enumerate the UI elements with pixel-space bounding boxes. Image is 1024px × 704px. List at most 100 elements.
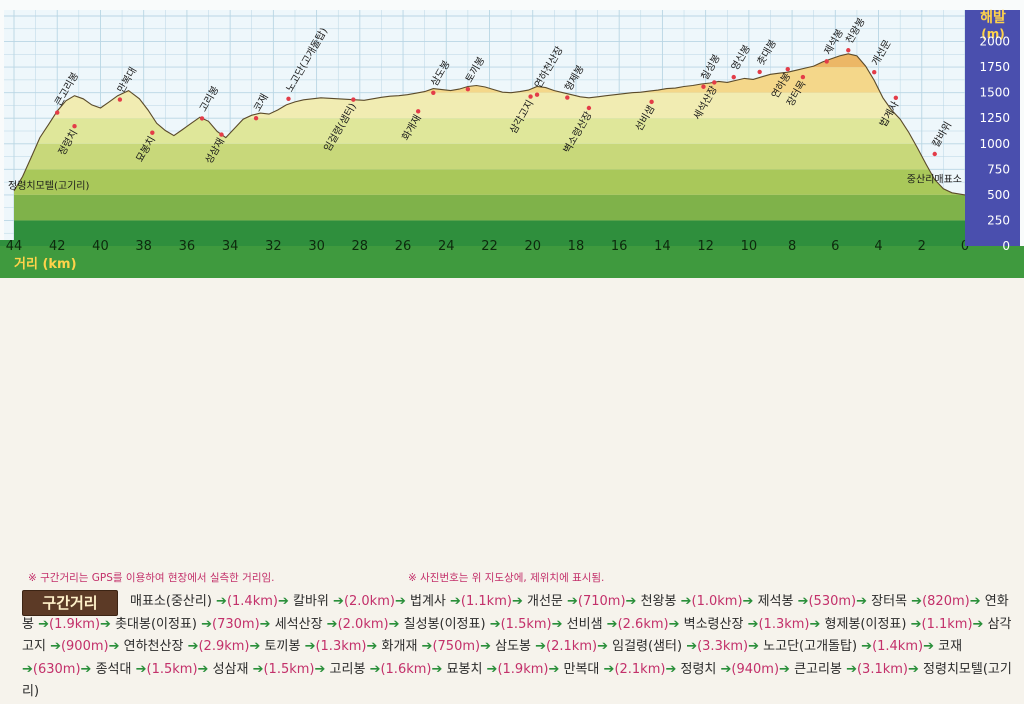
arrow-icon: ➔ [846,661,857,677]
arrow-icon: ➔ [548,661,560,677]
x-tick-label: 16 [611,239,628,254]
arrow-icon: ➔ [252,661,264,677]
arrow-icon: ➔ [680,594,692,609]
arrow-icon: ➔ [665,661,677,677]
waypoint-dot [117,97,123,102]
arrow-icon: ➔ [969,594,981,609]
segment-distance: (1.5km) [263,661,315,677]
arrow-icon: ➔ [277,594,289,609]
arrow-icon: ➔ [551,616,563,632]
waypoint-dot [872,70,877,75]
segment-distance: (710m) [577,594,626,609]
arrow-icon: ➔ [972,616,984,632]
arrow-icon: ➔ [747,616,759,632]
arrow-icon: ➔ [197,661,209,677]
segment-distance: (530m) [808,594,857,609]
x-tick-label: 44 [6,239,23,254]
waypoint-dot [932,151,937,157]
gps-note: ※ 구간거리는 GPS를 이용하여 현장에서 실측한 거리임. [28,572,275,584]
arrow-icon: ➔ [22,661,33,677]
segment-distance: (900m) [60,639,109,655]
x-tick-label: 12 [697,239,714,254]
elevation-band [14,194,965,221]
arrow-icon: ➔ [480,639,491,655]
y-tick-label: 1000 [979,137,1010,151]
arrow-icon: ➔ [450,594,461,609]
route-place: 벽소령산장 [683,616,748,632]
arrow-icon: ➔ [314,661,326,677]
x-tick-label: 28 [352,239,369,254]
route-segment-list: 매표소(중산리) ➔(1.4km)➔ 칼바위 ➔(2.0km)➔ 법계사 ➔(1… [22,591,1012,704]
route-place: 칠성봉(이정표) [403,616,490,632]
x-tick-label: 14 [654,239,671,254]
x-tick-label: 38 [135,239,152,254]
arrow-icon: ➔ [333,594,344,609]
arrow-icon: ➔ [668,616,680,632]
route-place: 세석산장 [274,616,327,632]
arrow-icon: ➔ [567,594,578,609]
arrow-icon: ➔ [486,661,498,677]
route-place: 장터목 [871,594,912,609]
segment-distance: (820m) [922,594,970,609]
waypoint-dot [846,48,851,53]
segment-distance: (940m) [731,661,780,677]
arrow-icon: ➔ [625,594,637,609]
x-axis-band [0,240,965,246]
route-place: 종석대 [95,661,136,677]
waypoint-dot [286,96,291,102]
waypoint-dot [565,95,570,100]
segment-distance: (1.1km) [921,616,973,632]
segment-distance: (2.1km) [614,661,666,677]
y-tick-label: 1250 [979,111,1010,125]
arrow-icon: ➔ [50,639,61,655]
y-tick-label: 0 [1002,239,1010,253]
y-axis: 해발(m) 0 250 500 750 1000 1250 1500 1750 2000 [965,9,1020,253]
x-tick-label: 8 [788,239,796,254]
segment-distance: (2.0km) [343,594,395,609]
arrow-icon: ➔ [326,616,338,632]
route-place: 연하천산장 [123,639,188,655]
segment-distance: (1.9km) [497,661,549,677]
x-tick-label: 36 [179,239,196,254]
arrow-icon: ➔ [388,616,400,632]
arrow-icon: ➔ [201,616,213,632]
segment-distance: (2.9km) [198,639,250,655]
arrow-icon: ➔ [249,639,261,655]
arrow-icon: ➔ [923,639,934,655]
segment-distance: (1.0km) [691,594,743,609]
segment-distance: (2.0km) [337,616,389,632]
arrow-icon: ➔ [216,594,227,609]
route-place: 코재 [938,639,963,655]
segment-distance: (3.1km) [856,661,908,677]
x-axis: 44 42 40 38 36 34 32 30 28 26 24 22 20 18 16 14 12 10 8 6 4 2… [0,239,1024,278]
arrow-icon: ➔ [108,639,120,655]
arrow-icon: ➔ [720,661,732,677]
route-place: 천왕봉 [640,594,681,609]
waypoint-dot [731,74,736,80]
route-place: 법계사 [410,594,451,609]
route-place: 삼도봉 [495,639,536,655]
arrow-icon: ➔ [861,639,873,655]
elevation-band [14,143,965,170]
waypoint-dot [253,116,259,121]
arrow-icon: ➔ [856,594,868,609]
waypoint-dot [586,105,592,111]
arrow-icon: ➔ [135,661,147,677]
waypoint-label: 정령치모텔(고기리) [8,180,90,192]
arrow-icon: ➔ [910,616,922,632]
y-axis-label: 해발 [980,9,1006,26]
x-tick-label: 0 [961,239,969,254]
arrow-icon: ➔ [686,639,698,655]
y-tick-label: 500 [987,188,1010,202]
segment-distance: (1.9km) [49,616,101,632]
elevation-profile-chart: 44 42 40 38 36 34 32 30 28 26 24 22 20 18 16 14 12 10 8 6 4 2… [0,0,1024,278]
route-place: 만복대 [563,661,604,677]
y-axis-unit: (m) [981,27,1004,41]
waypoint-dot [431,90,436,95]
arrow-icon: ➔ [259,616,271,632]
segment-distance: (1.4km) [872,639,924,655]
waypoint-dot [824,59,829,64]
waypoint-dot [701,84,706,89]
y-tick-label: 750 [987,162,1010,176]
route-place: 형제봉(이정표) [824,616,911,632]
